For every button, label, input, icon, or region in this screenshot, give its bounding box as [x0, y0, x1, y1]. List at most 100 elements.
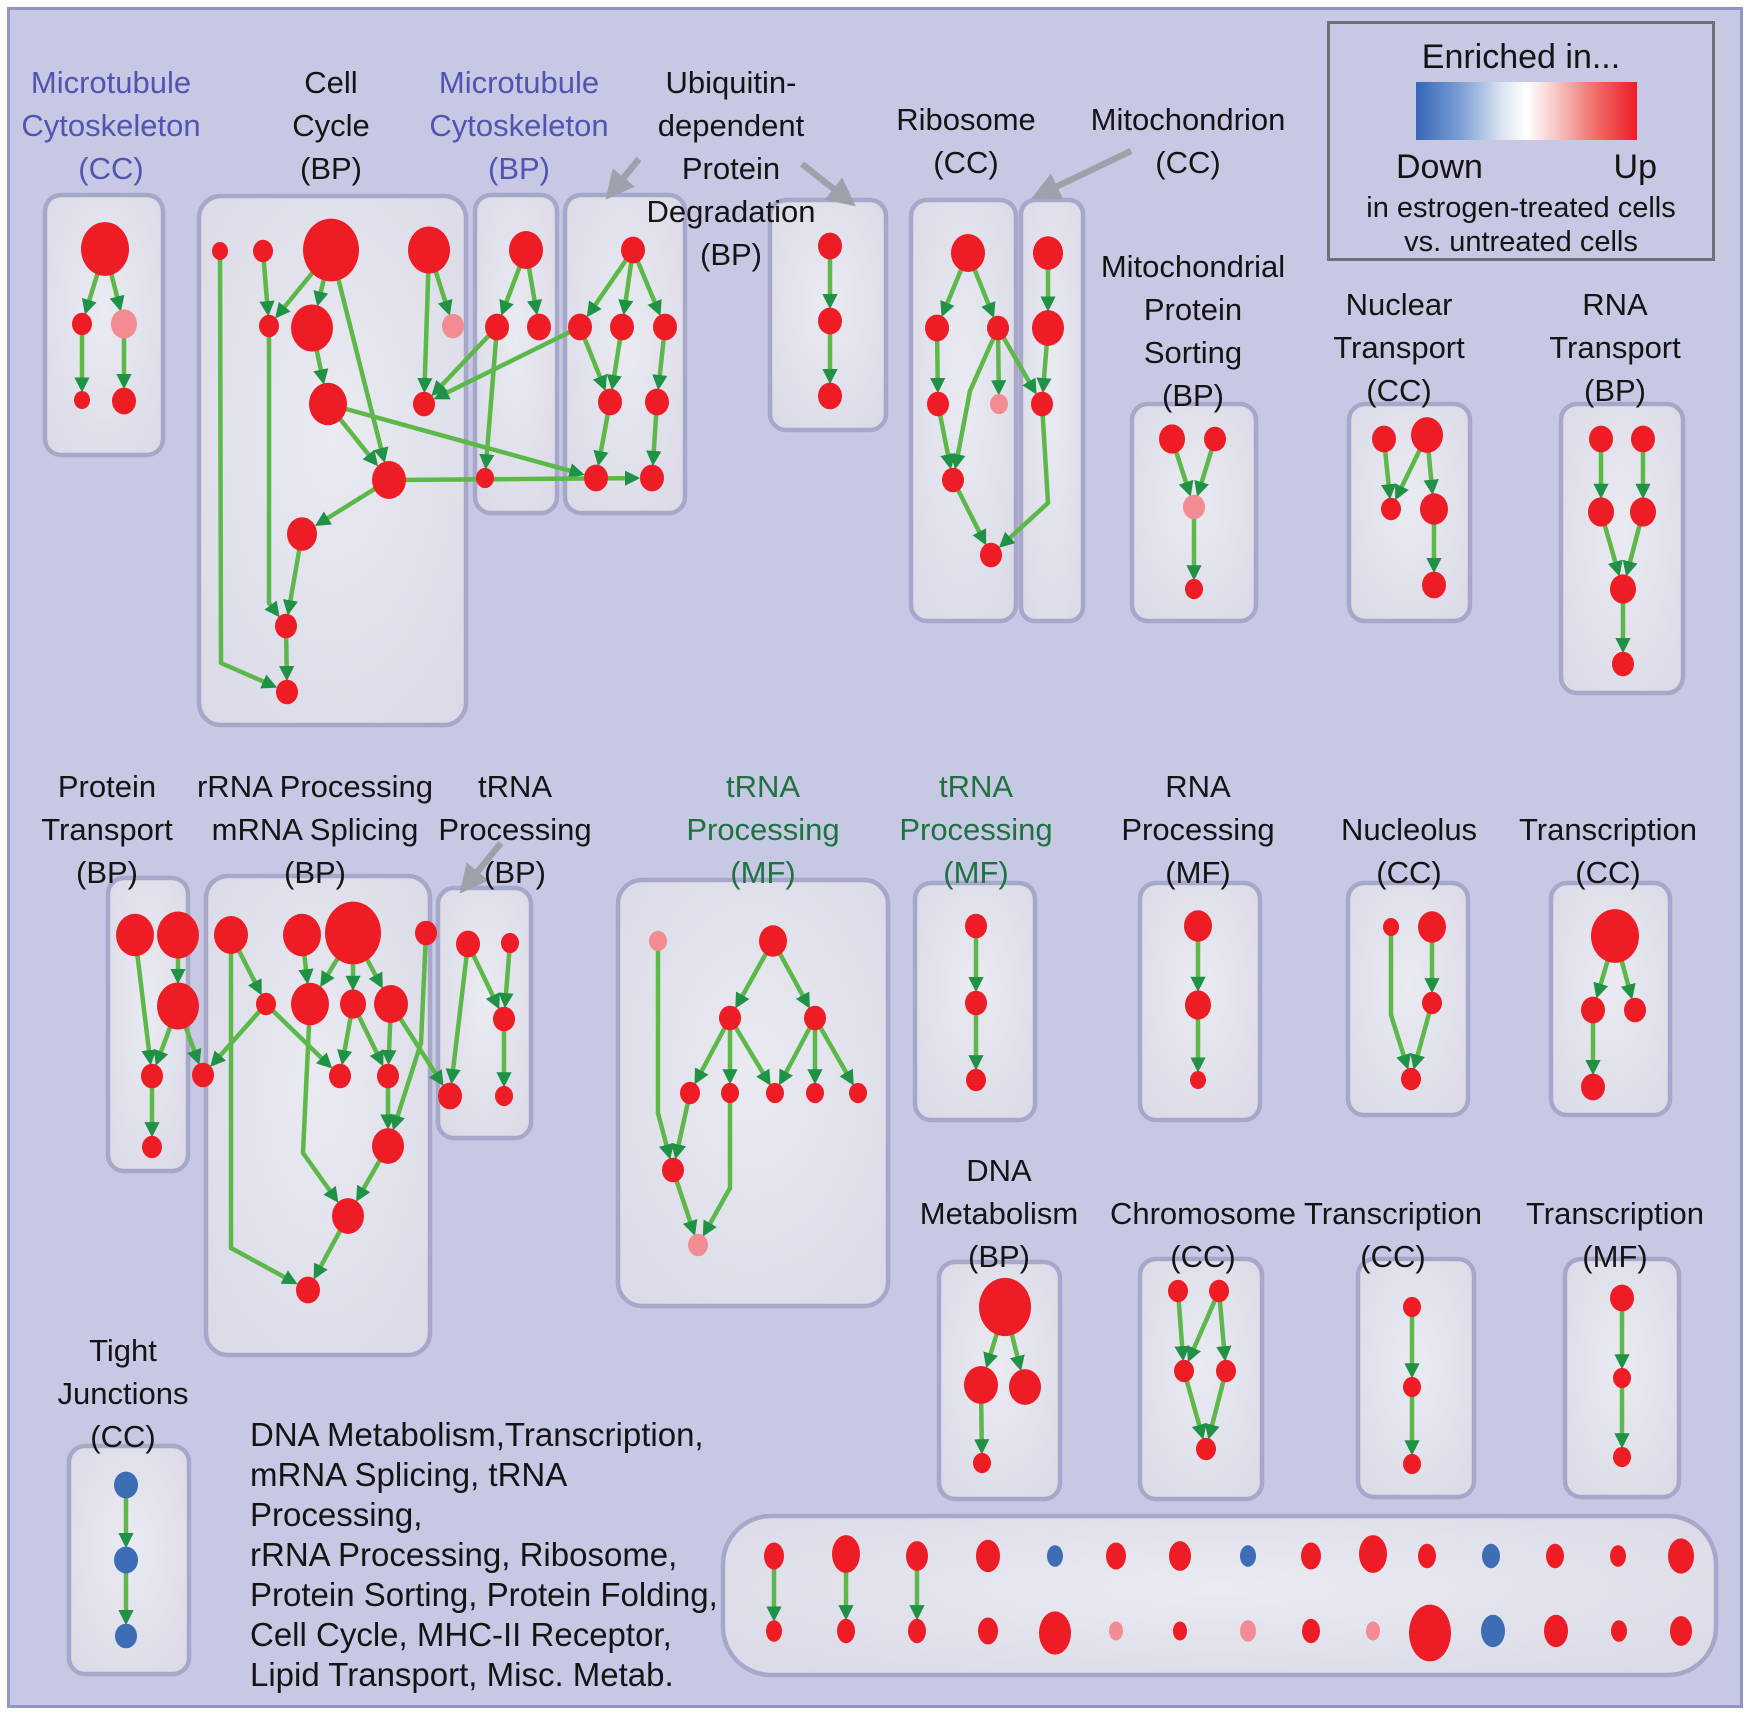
- layer-nodes: [72, 218, 1694, 1662]
- node-up: [495, 1085, 513, 1107]
- node-up: [1418, 911, 1446, 943]
- node-up: [1610, 574, 1636, 604]
- edge-arrow: [390, 932, 429, 1131]
- node-up: [849, 1082, 867, 1104]
- node-up: [976, 1539, 1000, 1573]
- edge-arrow: [950, 327, 1001, 470]
- node-up: [485, 313, 509, 341]
- node-up: [964, 1366, 998, 1404]
- node-up: [1174, 1359, 1194, 1383]
- node-up: [818, 382, 842, 410]
- node-up: [72, 312, 92, 336]
- node-up: [1613, 1367, 1631, 1389]
- node-up: [283, 913, 321, 957]
- node-up: [908, 1618, 926, 1644]
- node-down: [114, 1546, 138, 1574]
- node-up: [377, 1063, 399, 1089]
- node-up: [1216, 1359, 1236, 1383]
- node-up: [1196, 1437, 1216, 1461]
- edge-arrow: [1186, 1290, 1222, 1363]
- node-up: [1613, 1446, 1631, 1468]
- node-up: [1670, 1616, 1692, 1646]
- node-up: [818, 307, 842, 335]
- node-up: [1169, 1541, 1191, 1571]
- misc-categories-text: DNA Metabolism,Transcription, mRNA Splic…: [250, 1416, 718, 1693]
- node-up: [1581, 996, 1605, 1024]
- node-up: [987, 315, 1009, 341]
- node-up: [1610, 1545, 1626, 1567]
- node-up: [456, 930, 480, 958]
- edge-arrow: [702, 1093, 733, 1237]
- node-up: [837, 1618, 855, 1644]
- box-transcription-cc-1: [1548, 880, 1673, 1118]
- edge-arrow: [210, 1002, 268, 1067]
- node-up: [832, 1535, 860, 1573]
- label-rna-processing-mf: RNA Processing (MF): [1121, 769, 1275, 890]
- node-up: [1372, 425, 1396, 453]
- node-mild-up: [1183, 494, 1205, 520]
- node-up: [372, 461, 406, 499]
- node-down: [1482, 1543, 1500, 1569]
- node-up: [1668, 1538, 1694, 1574]
- node-up: [372, 1128, 404, 1164]
- node-up: [1032, 310, 1064, 346]
- label-rna-transport-bp: RNA Transport (BP): [1549, 287, 1681, 408]
- node-up: [1630, 497, 1656, 527]
- node-mild-up: [990, 393, 1008, 415]
- legend-up-label: Up: [1613, 148, 1657, 186]
- node-up: [81, 222, 129, 276]
- node-up: [291, 304, 333, 352]
- edge-arrow: [431, 325, 499, 397]
- node-up: [662, 1157, 684, 1183]
- node-up: [1612, 651, 1634, 677]
- node-up: [1422, 991, 1442, 1015]
- node-up: [1544, 1614, 1568, 1648]
- node-mild-up: [442, 313, 464, 339]
- edge-arrow: [779, 1016, 817, 1086]
- node-up: [1184, 910, 1212, 942]
- node-up: [1381, 497, 1401, 521]
- node-up: [978, 1617, 998, 1645]
- node-down: [1240, 1545, 1256, 1567]
- label-nucleolus-cc: Nucleolus (CC): [1340, 812, 1478, 890]
- node-up: [253, 239, 273, 263]
- node-up: [1168, 1279, 1188, 1303]
- node-up: [927, 391, 949, 417]
- label-transcription-cc-1: Transcription (CC): [1518, 812, 1698, 890]
- node-up: [766, 1620, 782, 1642]
- box-dna-metabolism-bp: [936, 1259, 1063, 1502]
- edge-arrow: [328, 249, 389, 464]
- node-up: [680, 1081, 700, 1105]
- node-up: [1185, 578, 1203, 600]
- node-up: [1624, 997, 1646, 1023]
- node-mild-up: [1109, 1621, 1123, 1641]
- node-up: [74, 391, 90, 409]
- node-up: [1409, 1604, 1451, 1662]
- node-up: [766, 1082, 784, 1104]
- node-mild-up: [688, 1233, 708, 1257]
- label-rrna-processing-mrna-splicing-bp: rRNA Processing mRNA Splicing (BP): [196, 769, 434, 890]
- edge-arrow: [300, 1003, 339, 1203]
- node-up: [116, 913, 154, 957]
- label-transcription-cc-2: Transcription (CC): [1303, 1196, 1483, 1274]
- node-up: [1009, 1369, 1041, 1405]
- label-mitochondrion-cc: Mitochondrion (CC): [1090, 102, 1286, 180]
- edge-arrow: [996, 326, 1037, 395]
- node-up: [965, 990, 987, 1016]
- node-up: [1039, 1611, 1071, 1655]
- node-up: [610, 313, 634, 341]
- box-misc-strip: [720, 1513, 1719, 1678]
- edge-arrow: [433, 324, 581, 400]
- node-up: [303, 218, 359, 282]
- node-up: [764, 1542, 784, 1570]
- box-nuclear-transport-cc: [1346, 401, 1473, 624]
- node-up: [275, 613, 297, 639]
- edge-arrow: [228, 935, 298, 1285]
- node-up: [1611, 1620, 1627, 1642]
- node-up: [966, 1068, 986, 1092]
- label-chromosome-cc: Chromosome (CC): [1109, 1196, 1297, 1274]
- node-up: [1302, 1618, 1320, 1644]
- legend: Enriched in... Down Up in estrogen-treat…: [1327, 21, 1715, 261]
- node-up: [1418, 1543, 1436, 1569]
